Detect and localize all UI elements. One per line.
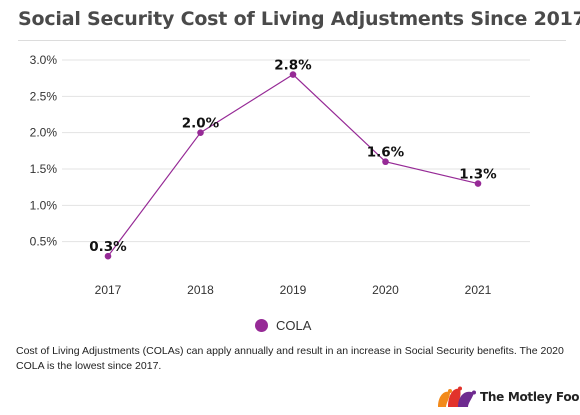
line-chart: 0.5% 1.0% 1.5% 2.0% 2.5% 3.0% 2017 2018 2019 2020… [30, 53, 530, 297]
brand-logo[interactable]: The Motley Fool [436, 386, 580, 408]
chart-title: Social Security Cost of Living Adjustmen… [18, 8, 580, 30]
x-tick-label: 2020 [372, 283, 399, 297]
legend-label-cola: COLA [276, 318, 312, 333]
y-tick-label: 1.0% [30, 198, 58, 212]
data-label: 1.6% [367, 145, 405, 161]
data-label: 0.3% [89, 239, 127, 255]
data-label: 2.8% [274, 58, 312, 74]
data-point [474, 180, 482, 187]
legend-swatch-cola [255, 319, 268, 332]
x-tick-label: 2018 [187, 283, 214, 297]
y-tick-label: 3.0% [30, 53, 58, 67]
data-point [382, 158, 389, 166]
jester-cap-icon [438, 386, 476, 407]
x-tick-label: 2017 [95, 283, 122, 297]
x-tick-label: 2019 [280, 283, 307, 297]
legend: COLA [0, 316, 580, 336]
y-tick-label: 2.5% [30, 89, 58, 103]
data-point [104, 252, 112, 260]
data-label: 1.3% [459, 167, 497, 183]
footnote: Cost of Living Adjustments (COLAs) can a… [16, 345, 564, 372]
y-tick-label: 1.5% [30, 162, 58, 176]
y-tick-label: 2.0% [30, 126, 58, 140]
x-tick-label: 2021 [465, 283, 492, 297]
y-tick-label: 0.5% [30, 235, 58, 249]
data-point [197, 129, 204, 136]
data-label: 2.0% [182, 116, 220, 132]
title-divider [18, 40, 566, 41]
data-point [289, 71, 297, 78]
brand-name: The Motley Fool [480, 390, 580, 404]
series-line-cola [107, 73, 479, 257]
